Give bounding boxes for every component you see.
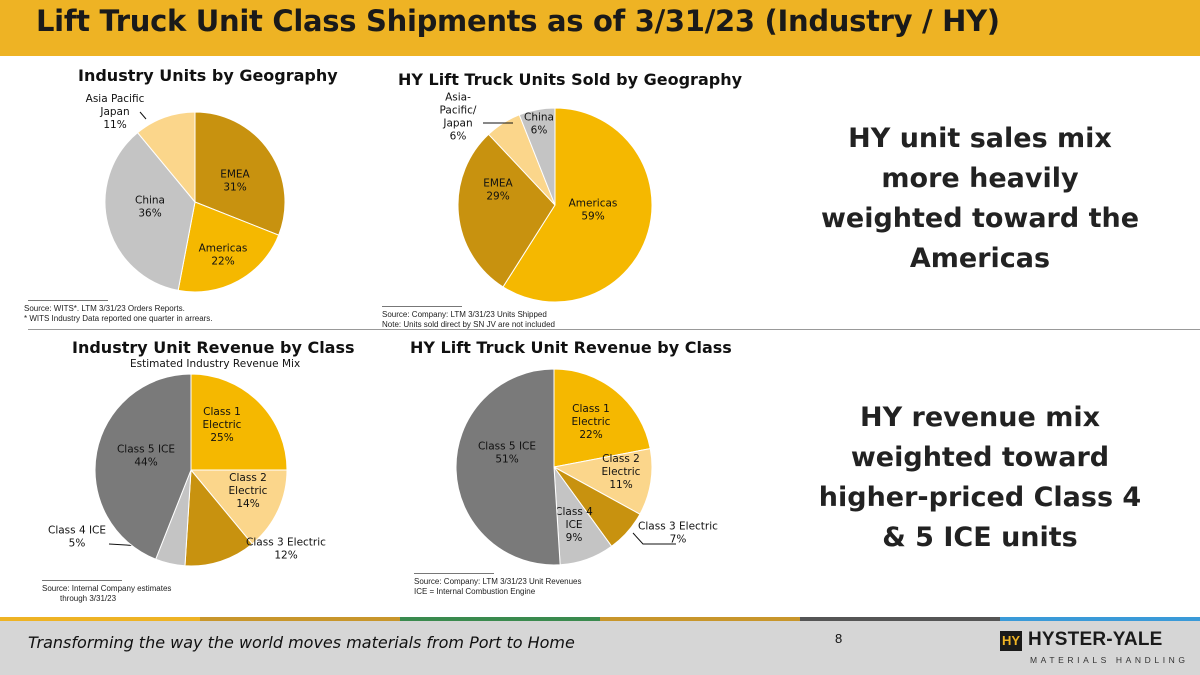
company-logo: HY HYSTER-YALE MATERIALS HANDLING bbox=[1000, 629, 1185, 669]
pie-slice-emea bbox=[457, 133, 556, 288]
chart-1-pie: EMEA 31% Americas 22% China 36% Asia Pacific Ja… bbox=[86, 93, 286, 293]
pie-slice-china bbox=[104, 131, 196, 291]
chart-3-subtitle: Estimated Industry Revenue Mix bbox=[130, 358, 301, 370]
chart-1-source: Source: WITS*. LTM 3/31/23 Orders Report… bbox=[24, 304, 213, 324]
pie-slice-americas bbox=[177, 201, 280, 293]
data-label-class-5-ice: Class 5 ICE 51% bbox=[478, 441, 536, 466]
source-line: ICE = Internal Combustion Engine bbox=[414, 587, 536, 596]
source-line: through 3/31/23 bbox=[60, 594, 117, 603]
data-label-china: China 36% bbox=[135, 195, 165, 220]
pie-slice-class-2-electric bbox=[189, 469, 288, 545]
chart-3-title: Industry Unit Revenue by Class bbox=[72, 338, 355, 357]
footer-tagline: Transforming the way the world moves mat… bbox=[28, 633, 575, 652]
pie-slice-class-1-electric bbox=[190, 373, 288, 471]
source-rule bbox=[382, 306, 462, 307]
data-label-class-4-ice: Class 4 ICE 5% bbox=[48, 525, 106, 550]
pie-slice-class-1-electric bbox=[553, 368, 651, 468]
stripe-segment bbox=[600, 617, 800, 621]
logo-name: HYSTER-YALE bbox=[1028, 629, 1163, 650]
data-label-class-1-electric: Class 1 Electric 22% bbox=[572, 403, 611, 441]
source-line: Note: Units sold direct by SN JV are not… bbox=[382, 320, 555, 329]
pie-slice-class-5-ice bbox=[455, 368, 561, 566]
data-label-class-3-electric: Class 3 Electric 7% bbox=[638, 521, 718, 546]
stripe-segment bbox=[200, 617, 400, 621]
callout-line: weighted toward the bbox=[820, 203, 1140, 234]
source-rule bbox=[414, 573, 494, 574]
callout-revenue-mix: HY revenue mix weighted toward higher-pr… bbox=[815, 398, 1145, 558]
data-label-class-3-electric: Class 3 Electric 12% bbox=[246, 537, 326, 562]
data-label-emea: EMEA 31% bbox=[220, 169, 250, 194]
data-label-class-2-electric: Class 2 Electric 14% bbox=[229, 472, 268, 510]
data-label-china: China 6% bbox=[524, 112, 554, 137]
pie-slice-asia-pacific-japan bbox=[136, 111, 196, 204]
source-line: Source: Internal Company estimates bbox=[42, 584, 172, 593]
chart-4-pie: Class 1 Electric 22%Class 2 Electric 11%Clas… bbox=[455, 368, 718, 566]
chart-2-title: HY Lift Truck Units Sold by Geography bbox=[398, 70, 743, 89]
chart-4-title: HY Lift Truck Unit Revenue by Class bbox=[410, 338, 732, 357]
chart-3-source: Source: Internal Company estimates throu… bbox=[42, 584, 171, 604]
title-bar: Lift Truck Unit Class Shipments as of 3/… bbox=[0, 0, 1200, 56]
data-label-class-2-electric: Class 2 Electric 11% bbox=[602, 453, 641, 491]
callout-line: HY revenue mix bbox=[859, 402, 1101, 433]
chart-2-pie: Americas 59% EMEA 29% Asia-Pacific/Japan 6% Ch… bbox=[440, 92, 653, 303]
stripe-segment bbox=[1000, 617, 1200, 621]
pie-slice-class-3-electric bbox=[184, 468, 253, 567]
callout-line: & 5 ICE units bbox=[882, 522, 1078, 553]
stripe-segment bbox=[0, 617, 200, 621]
pie-slice-class-2-electric bbox=[552, 448, 653, 515]
data-label-americas: Americas 22% bbox=[199, 243, 248, 268]
source-rule bbox=[42, 580, 122, 581]
logo-mark-icon: HY bbox=[1000, 631, 1022, 651]
stripe-segment bbox=[800, 617, 1000, 621]
logo-subtitle: MATERIALS HANDLING bbox=[1030, 655, 1189, 665]
leader-line bbox=[632, 532, 676, 545]
callout-line: HY unit sales mix bbox=[848, 123, 1112, 154]
pie-slice-emea bbox=[194, 111, 286, 236]
source-line: Source: Company: LTM 3/31/23 Unit Revenu… bbox=[414, 577, 582, 586]
data-label-emea: EMEA 29% bbox=[483, 178, 513, 203]
stripe-segment bbox=[400, 617, 600, 621]
callout-unit-mix: HY unit sales mix more heavily weighted … bbox=[815, 119, 1145, 279]
page-title: Lift Truck Unit Class Shipments as of 3/… bbox=[36, 4, 1000, 38]
source-rule bbox=[28, 300, 108, 301]
pie-slice-americas bbox=[502, 107, 653, 303]
data-label-class-5-ice: Class 5 ICE 44% bbox=[117, 444, 175, 469]
page-number: 8 bbox=[835, 631, 843, 646]
source-line: Source: WITS*. LTM 3/31/23 Orders Report… bbox=[24, 304, 185, 313]
source-line: Source: Company: LTM 3/31/23 Units Shipp… bbox=[382, 310, 547, 319]
chart-1-title: Industry Units by Geography bbox=[78, 66, 338, 85]
data-label-class-4-ice: Class 4 ICE 9% bbox=[555, 506, 593, 544]
callout-line: Americas bbox=[909, 243, 1051, 274]
chart-2-source: Source: Company: LTM 3/31/23 Units Shipp… bbox=[382, 310, 555, 330]
section-divider bbox=[28, 329, 1200, 330]
data-label-class-1-electric: Class 1 Electric 25% bbox=[203, 406, 242, 444]
source-line: * WITS Industry Data reported one quarte… bbox=[24, 314, 213, 323]
chart-3-pie: Class 1 Electric 25% Class 2 Electric 14% Clas… bbox=[48, 373, 326, 567]
footer: Transforming the way the world moves mat… bbox=[0, 621, 1200, 675]
callout-line: higher-priced Class 4 bbox=[818, 482, 1142, 513]
data-label-asia-pacific-japan: Asia-Pacific/Japan 6% bbox=[440, 92, 477, 143]
callout-line: more heavily bbox=[881, 163, 1079, 194]
data-label-americas: Americas 59% bbox=[569, 198, 618, 223]
pie-slice-china bbox=[518, 107, 556, 206]
chart-4-source: Source: Company: LTM 3/31/23 Unit Revenu… bbox=[414, 577, 582, 597]
pie-slice-class-5-ice bbox=[94, 373, 192, 560]
callout-line: weighted toward bbox=[850, 442, 1110, 473]
data-label-asia-pacific-japan: Asia Pacific Japan 11% bbox=[86, 93, 145, 131]
leader-line bbox=[139, 111, 147, 120]
